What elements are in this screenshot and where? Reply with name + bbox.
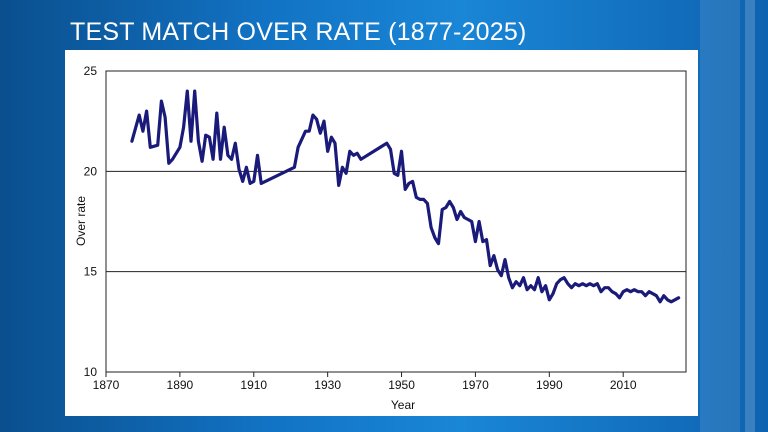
y-tick-label-25: 25 (84, 64, 98, 78)
y-tick-label-15: 15 (84, 265, 98, 279)
x-tick-label-2010: 2010 (610, 378, 637, 392)
y-tick-labels: 10 15 20 25 (84, 64, 98, 379)
chart-panel: 10 15 20 25 1870 1890 1910 1930 1950 1970 1990 201… (65, 50, 698, 416)
x-tick-label-1950: 1950 (388, 378, 415, 392)
plot-frame (105, 70, 687, 373)
background-stripe (745, 0, 755, 432)
y-tick-label-10: 10 (84, 365, 98, 379)
background-stripe (700, 0, 740, 432)
axes (105, 70, 687, 377)
series-line-0 (130, 89, 681, 304)
x-tick-label-1930: 1930 (314, 378, 341, 392)
x-tick-label-1970: 1970 (462, 378, 489, 392)
x-axis-label: Year (391, 398, 415, 412)
x-tick-label-1890: 1890 (167, 378, 194, 392)
x-tick-label-1870: 1870 (93, 378, 120, 392)
line-chart: 10 15 20 25 1870 1890 1910 1930 1950 1970 1990 201… (74, 64, 687, 412)
series-lines (130, 89, 681, 304)
x-tick-label-1990: 1990 (536, 378, 563, 392)
y-axis-label: Over rate (74, 196, 88, 246)
x-tick-labels: 1870 1890 1910 1930 1950 1970 1990 2010 (93, 378, 637, 392)
y-tick-label-20: 20 (84, 164, 98, 178)
chart-title: TEST MATCH OVER RATE (1877-2025) (70, 18, 527, 46)
x-tick-label-1910: 1910 (240, 378, 267, 392)
